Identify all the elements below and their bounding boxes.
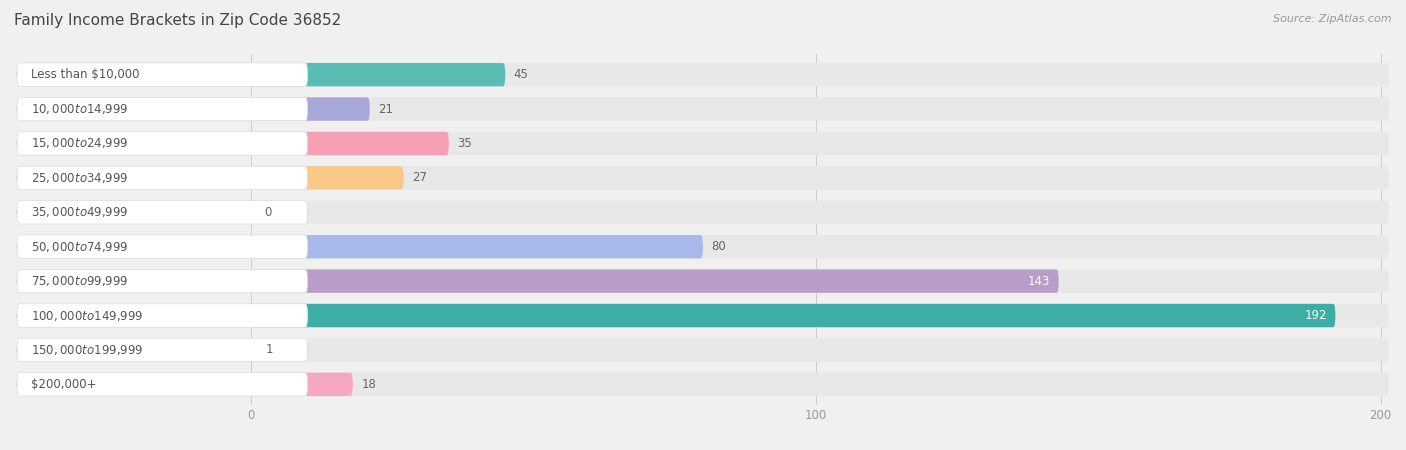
FancyBboxPatch shape [17, 338, 1389, 362]
FancyBboxPatch shape [252, 201, 256, 224]
Text: Family Income Brackets in Zip Code 36852: Family Income Brackets in Zip Code 36852 [14, 14, 342, 28]
Text: $50,000 to $74,999: $50,000 to $74,999 [31, 240, 128, 254]
FancyBboxPatch shape [252, 270, 1059, 293]
Text: Source: ZipAtlas.com: Source: ZipAtlas.com [1274, 14, 1392, 23]
FancyBboxPatch shape [17, 373, 1389, 396]
Text: Less than $10,000: Less than $10,000 [31, 68, 139, 81]
FancyBboxPatch shape [252, 132, 449, 155]
FancyBboxPatch shape [17, 63, 308, 86]
FancyBboxPatch shape [252, 373, 353, 396]
FancyBboxPatch shape [17, 270, 1389, 293]
Text: 192: 192 [1305, 309, 1327, 322]
Text: $200,000+: $200,000+ [31, 378, 97, 391]
FancyBboxPatch shape [17, 201, 308, 224]
FancyBboxPatch shape [17, 166, 308, 189]
FancyBboxPatch shape [252, 63, 505, 86]
FancyBboxPatch shape [17, 270, 308, 293]
Text: 27: 27 [412, 171, 427, 184]
Text: 18: 18 [361, 378, 377, 391]
Text: $150,000 to $199,999: $150,000 to $199,999 [31, 343, 143, 357]
FancyBboxPatch shape [252, 338, 257, 362]
Text: $25,000 to $34,999: $25,000 to $34,999 [31, 171, 128, 185]
FancyBboxPatch shape [252, 97, 370, 121]
Text: $10,000 to $14,999: $10,000 to $14,999 [31, 102, 128, 116]
FancyBboxPatch shape [17, 235, 308, 258]
FancyBboxPatch shape [17, 373, 308, 396]
FancyBboxPatch shape [17, 338, 308, 362]
Text: $15,000 to $24,999: $15,000 to $24,999 [31, 136, 128, 150]
FancyBboxPatch shape [17, 97, 1389, 121]
Text: 80: 80 [711, 240, 727, 253]
Text: $100,000 to $149,999: $100,000 to $149,999 [31, 309, 143, 323]
FancyBboxPatch shape [252, 166, 404, 189]
Text: $75,000 to $99,999: $75,000 to $99,999 [31, 274, 128, 288]
FancyBboxPatch shape [17, 201, 1389, 224]
FancyBboxPatch shape [252, 235, 703, 258]
Text: 21: 21 [378, 103, 394, 116]
Text: 45: 45 [513, 68, 529, 81]
FancyBboxPatch shape [17, 97, 308, 121]
Text: 143: 143 [1028, 274, 1050, 288]
Text: 0: 0 [264, 206, 271, 219]
Text: 1: 1 [266, 343, 273, 356]
FancyBboxPatch shape [17, 63, 1389, 86]
FancyBboxPatch shape [17, 304, 308, 327]
FancyBboxPatch shape [252, 304, 1336, 327]
FancyBboxPatch shape [17, 132, 1389, 155]
FancyBboxPatch shape [17, 304, 1389, 327]
FancyBboxPatch shape [17, 166, 1389, 189]
FancyBboxPatch shape [17, 132, 308, 155]
FancyBboxPatch shape [17, 235, 1389, 258]
Text: 35: 35 [457, 137, 472, 150]
Text: $35,000 to $49,999: $35,000 to $49,999 [31, 205, 128, 219]
